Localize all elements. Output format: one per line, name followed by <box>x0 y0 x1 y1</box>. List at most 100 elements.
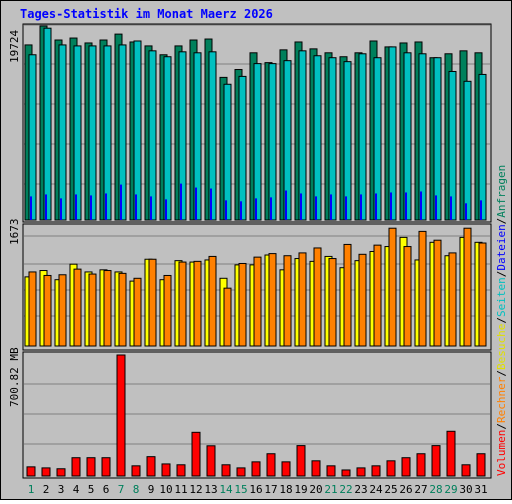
bar-dateien <box>285 190 287 220</box>
day-label: 12 <box>189 483 202 496</box>
bar-rechner <box>193 260 202 347</box>
day-label: 24 <box>369 483 383 496</box>
bar-dateien <box>165 199 167 220</box>
bar-volumen <box>356 467 366 477</box>
bar-volumen <box>116 354 126 477</box>
bar-seiten <box>103 45 112 221</box>
bar-dateien <box>150 196 152 220</box>
bar-volumen <box>401 457 411 477</box>
bar-rechner <box>223 287 232 347</box>
legend-anfragen: Anfragen <box>495 165 508 218</box>
bar-dateien <box>480 200 482 220</box>
top-axis-label: 19724 <box>8 30 21 63</box>
bar-rechner <box>418 230 427 347</box>
bar-dateien <box>255 198 257 220</box>
bar-seiten <box>73 45 82 221</box>
bar-rechner <box>298 252 307 347</box>
day-label: 10 <box>159 483 172 496</box>
bar-volumen <box>311 460 321 477</box>
bar-volumen <box>476 453 486 477</box>
bar-rechner <box>103 270 112 347</box>
day-label: 31 <box>474 483 487 496</box>
bar-volumen <box>416 453 426 477</box>
bar-rechner <box>28 271 37 347</box>
bar-dateien <box>105 193 107 220</box>
bar-seiten <box>328 57 337 221</box>
mid-axis-label: 1673 <box>8 219 21 246</box>
bar-rechner <box>328 258 337 347</box>
day-label: 2 <box>43 483 50 496</box>
bar-seiten <box>283 60 292 221</box>
bar-volumen <box>236 467 246 477</box>
bar-rechner <box>478 242 487 347</box>
bar-dateien <box>405 192 407 220</box>
bar-rechner <box>148 258 157 347</box>
bar-dateien <box>390 192 392 220</box>
svg-text:Volumen/Rechner/Besuche/Seiten: Volumen/Rechner/Besuche/Seiten/Dateien/A… <box>495 165 508 476</box>
bar-rechner <box>133 277 142 347</box>
legend-volumen: Volumen <box>495 430 508 476</box>
bar-seiten <box>193 52 202 221</box>
bar-rechner <box>208 255 217 347</box>
panel-requests <box>22 23 492 223</box>
bar-dateien <box>345 196 347 220</box>
day-label: 3 <box>58 483 65 496</box>
panel-visits <box>22 223 492 351</box>
day-label: 13 <box>204 483 217 496</box>
day-label: 11 <box>174 483 187 496</box>
bar-volumen <box>176 464 186 477</box>
bar-volumen <box>281 461 291 477</box>
day-labels: 1 2 3 4 5 6 7 8 9 10 11 12 13 14 15 16 17 18 19 20 21 22 23 24 2… <box>28 483 488 496</box>
bar-rechner <box>178 261 187 347</box>
bar-dateien <box>210 188 212 220</box>
bar-dateien <box>300 193 302 220</box>
day-label: 8 <box>133 483 140 496</box>
bar-dateien <box>135 194 137 220</box>
day-label: 25 <box>384 483 397 496</box>
bar-seiten <box>463 80 472 221</box>
bar-rechner <box>463 227 472 347</box>
bar-volumen <box>341 469 351 477</box>
legend-sep: / <box>495 271 508 278</box>
bar-dateien <box>180 183 182 220</box>
day-label: 4 <box>73 483 80 496</box>
bar-rechner <box>163 274 172 347</box>
bar-rechner <box>73 268 82 347</box>
bar-volumen <box>446 430 456 477</box>
bar-dateien <box>360 194 362 220</box>
bar-seiten <box>223 83 232 221</box>
bar-rechner <box>58 274 67 347</box>
day-label: 30 <box>459 483 472 496</box>
bar-volumen <box>71 457 81 477</box>
bar-rechner <box>238 262 247 347</box>
bar-seiten <box>88 45 97 221</box>
day-label: 19 <box>294 483 307 496</box>
bar-dateien <box>120 184 122 220</box>
legend-sep: / <box>495 218 508 225</box>
bar-dateien <box>195 187 197 220</box>
bar-seiten <box>433 57 442 221</box>
bar-volumen <box>146 456 156 477</box>
bar-volumen <box>296 445 306 477</box>
bar-dateien <box>375 193 377 220</box>
day-label: 16 <box>249 483 262 496</box>
bar-rechner <box>118 272 127 347</box>
bar-volumen <box>161 463 171 477</box>
bar-volumen <box>131 465 141 477</box>
bar-dateien <box>435 195 437 220</box>
bar-dateien <box>270 197 272 220</box>
bar-volumen <box>26 466 36 477</box>
bar-rechner <box>283 255 292 347</box>
panel-volume <box>22 351 492 479</box>
bar-seiten <box>118 44 127 221</box>
day-label: 26 <box>399 483 412 496</box>
bar-volumen <box>206 445 216 477</box>
bar-dateien <box>330 194 332 220</box>
bar-seiten <box>163 56 172 221</box>
bar-dateien <box>30 196 32 220</box>
bar-dateien <box>60 198 62 220</box>
bar-dateien <box>420 191 422 220</box>
bar-seiten <box>148 50 157 221</box>
